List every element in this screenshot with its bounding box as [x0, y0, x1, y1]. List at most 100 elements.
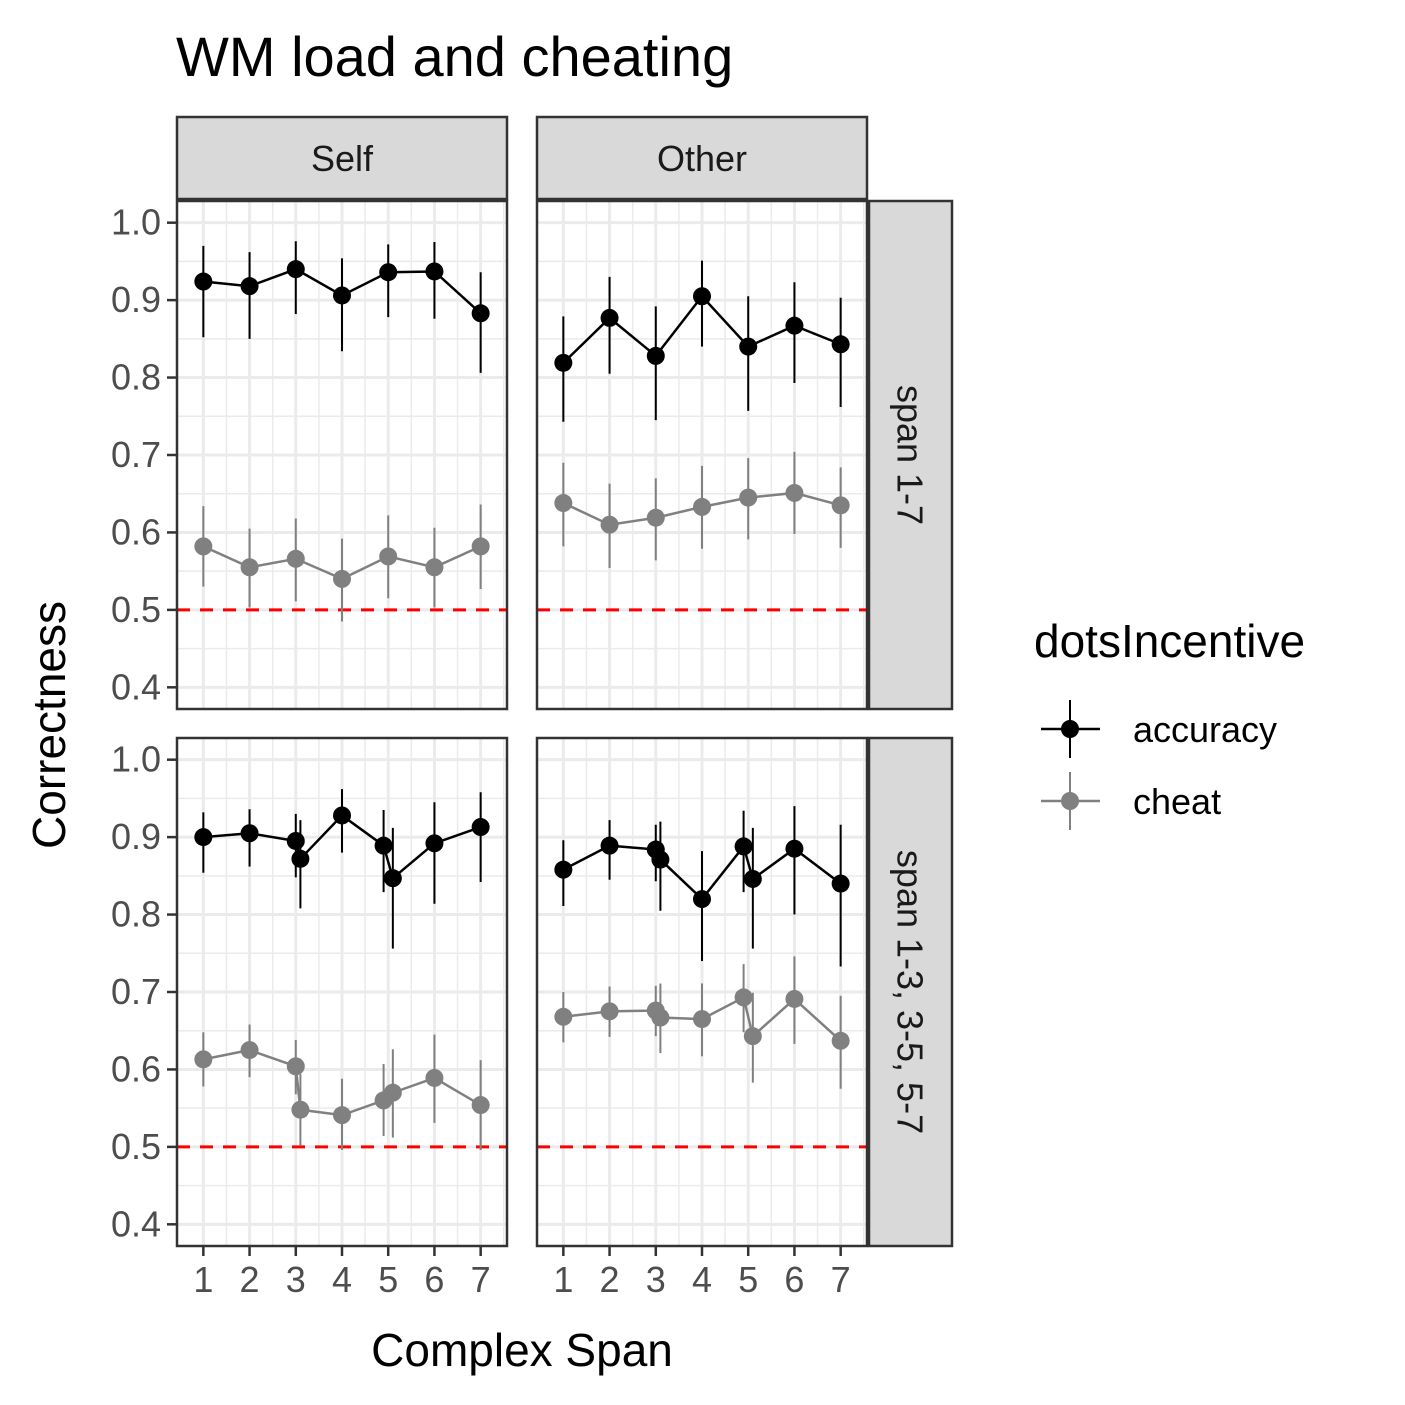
x-tick-label: 4 — [692, 1259, 712, 1300]
series-cheat — [194, 504, 490, 622]
strip-other: Other — [535, 115, 869, 201]
data-point — [379, 263, 398, 282]
data-point — [333, 806, 351, 825]
legend: accuracy cheat — [1041, 700, 1277, 830]
data-point — [693, 497, 711, 516]
series-accuracy — [554, 260, 850, 422]
y-tick-label: 0.6 — [111, 511, 161, 552]
panel-self-row-2: 0.4 0.5 0.6 0.7 0.8 0.9 1.0 1 2 3 4 5 6 7 — [111, 736, 509, 1300]
data-point — [194, 828, 213, 847]
x-tick-label: 1 — [553, 1259, 573, 1300]
data-point — [600, 308, 619, 327]
data-point — [785, 839, 804, 858]
data-point — [291, 849, 310, 868]
data-point — [286, 549, 305, 568]
chart-title: WM load and cheating — [176, 25, 733, 88]
data-point — [286, 1057, 305, 1076]
y-tick-label: 0.5 — [111, 1126, 161, 1167]
data-point — [693, 1010, 711, 1029]
x-tick-label: 2 — [240, 1259, 260, 1300]
data-point — [286, 831, 305, 850]
x-tick-label: 3 — [286, 1259, 306, 1300]
y-tick-label: 0.8 — [111, 894, 161, 935]
plot-area: 0.4 0.5 0.6 0.7 0.8 0.9 1.0 0.4 0.5 0.6 0.7 0.8 0.9 1… — [111, 115, 954, 1300]
series-accuracy — [554, 806, 850, 967]
series-accuracy — [194, 241, 490, 373]
strip-background — [535, 115, 869, 201]
y-tick-label: 0.8 — [111, 357, 161, 398]
data-point — [240, 277, 259, 296]
strip-label-row: span 1-3, 3-5, 5-7 — [890, 850, 931, 1134]
x-tick-label: 2 — [600, 1259, 620, 1300]
x-tick-label: 5 — [378, 1259, 398, 1300]
y-tick-label: 0.7 — [111, 971, 161, 1012]
data-point — [194, 1050, 213, 1069]
data-point — [831, 1031, 850, 1050]
data-point — [785, 989, 804, 1008]
legend-label: cheat — [1133, 781, 1221, 822]
data-point — [471, 304, 490, 323]
data-point — [600, 515, 619, 534]
data-point — [600, 1002, 619, 1021]
data-point — [471, 1096, 490, 1115]
y-tick-label: 1.0 — [111, 202, 161, 243]
x-tick-label: 7 — [831, 1259, 851, 1300]
strip-background — [867, 736, 954, 1248]
data-point — [646, 346, 665, 365]
x-tick-label: 3 — [646, 1259, 666, 1300]
data-point — [693, 287, 711, 306]
x-axis-title: Complex Span — [371, 1324, 673, 1376]
x-tick-label: 6 — [784, 1259, 804, 1300]
data-point — [471, 537, 490, 556]
y-tick-label: 0.9 — [111, 279, 161, 320]
legend-item-accuracy: accuracy — [1041, 700, 1277, 758]
strip-background — [867, 199, 954, 711]
data-point — [425, 558, 444, 577]
data-point — [831, 496, 850, 515]
data-point — [734, 988, 753, 1007]
strip-label-column: Other — [657, 138, 747, 179]
data-point — [739, 488, 758, 507]
x-tick-label: 7 — [471, 1259, 491, 1300]
series-accuracy — [194, 789, 490, 949]
y-tick-label: 0.4 — [111, 1203, 161, 1244]
data-point — [286, 260, 305, 279]
data-point — [240, 558, 259, 577]
series-cheat — [554, 451, 850, 569]
data-point — [291, 1100, 310, 1119]
strip-self: Self — [175, 115, 509, 201]
legend-key-point — [1061, 720, 1079, 738]
data-point — [651, 1008, 670, 1027]
data-point — [333, 569, 351, 588]
x-tick-label: 4 — [332, 1259, 352, 1300]
data-point — [425, 834, 444, 853]
data-point — [333, 1106, 351, 1125]
data-point — [471, 818, 490, 837]
y-tick-label: 0.4 — [111, 666, 161, 707]
series-cheat — [554, 956, 850, 1089]
data-point — [425, 262, 444, 281]
x-tick-label: 5 — [738, 1259, 758, 1300]
strip-row-2: span 1-3, 3-5, 5-7 — [867, 736, 954, 1248]
y-tick-label: 0.5 — [111, 589, 161, 630]
legend-label: accuracy — [1133, 709, 1277, 750]
strip-label-column: Self — [311, 138, 374, 179]
data-point — [194, 272, 213, 291]
data-point — [383, 869, 402, 888]
legend-key-point — [1061, 792, 1079, 810]
panel-self-row-1: 0.4 0.5 0.6 0.7 0.8 0.9 1.0 — [111, 199, 509, 711]
y-tick-label: 1.0 — [111, 739, 161, 780]
data-point — [734, 837, 753, 856]
data-point — [383, 1083, 402, 1102]
legend-item-cheat: cheat — [1041, 772, 1221, 830]
data-point — [240, 1041, 259, 1060]
y-tick-label: 0.6 — [111, 1048, 161, 1089]
strip-background — [175, 115, 509, 201]
y-tick-label: 0.9 — [111, 816, 161, 857]
strip-label-row: span 1-7 — [890, 385, 931, 525]
y-tick-label: 0.7 — [111, 434, 161, 475]
data-point — [554, 494, 573, 513]
data-point — [651, 850, 670, 869]
